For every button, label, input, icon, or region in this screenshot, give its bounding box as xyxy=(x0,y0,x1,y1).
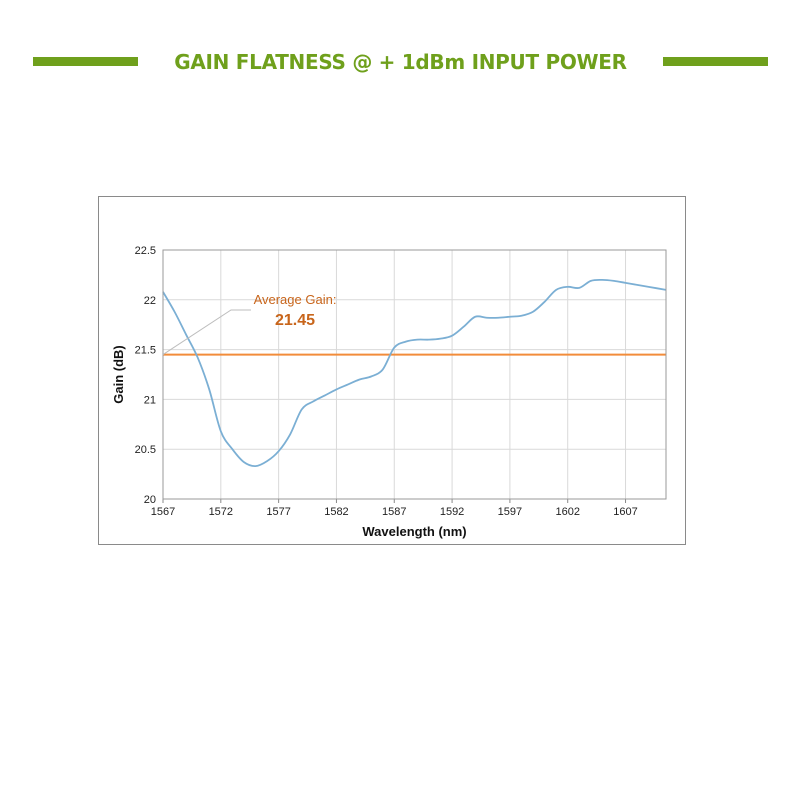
x-tick-label: 1602 xyxy=(555,506,579,518)
y-axis-title: Gain (dB) xyxy=(111,345,126,404)
header-rule-left xyxy=(33,57,138,66)
gain-chart: 20 20.5 21 21.5 22 22.5 1567 1572 1577 1582 1587 15… xyxy=(111,245,667,539)
x-tick-label: 1582 xyxy=(324,506,348,518)
grid-layer xyxy=(162,249,666,500)
x-tick-label: 1592 xyxy=(440,506,464,518)
y-tick-label: 22.5 xyxy=(135,245,156,257)
annotation-leader-line xyxy=(162,309,251,355)
series-layer xyxy=(162,278,667,468)
y-tick-label: 22 xyxy=(144,295,156,307)
x-tick-label: 1572 xyxy=(209,506,233,518)
y-tick-label: 21.5 xyxy=(135,345,156,357)
plot-border xyxy=(162,249,667,500)
y-tick-label: 20 xyxy=(144,494,156,506)
annotation-layer: Average Gain: 21.45 xyxy=(162,292,337,355)
page-title: GAIN FLATNESS @ + 1dBm INPUT POWER xyxy=(174,50,627,74)
annotation-value: 21.45 xyxy=(275,312,315,329)
header-rule-right xyxy=(663,57,768,66)
x-tick-label: 1567 xyxy=(151,506,175,518)
y-tick-label: 20.5 xyxy=(135,444,156,456)
x-tick-label: 1587 xyxy=(382,506,406,518)
x-tick-label: 1607 xyxy=(613,506,637,518)
x-tick-label: 1597 xyxy=(498,506,522,518)
axis-layer: 20 20.5 21 21.5 22 22.5 1567 1572 1577 1582 1587 15… xyxy=(111,245,667,539)
x-axis-title: Wavelength (nm) xyxy=(362,524,466,539)
x-tick-label: 1577 xyxy=(266,506,290,518)
y-tick-label: 21 xyxy=(144,394,156,406)
chart-frame: 20 20.5 21 21.5 22 22.5 1567 1572 1577 1582 1587 15… xyxy=(98,196,686,545)
annotation-label: Average Gain: xyxy=(254,292,337,307)
gain-series-line xyxy=(162,278,667,468)
